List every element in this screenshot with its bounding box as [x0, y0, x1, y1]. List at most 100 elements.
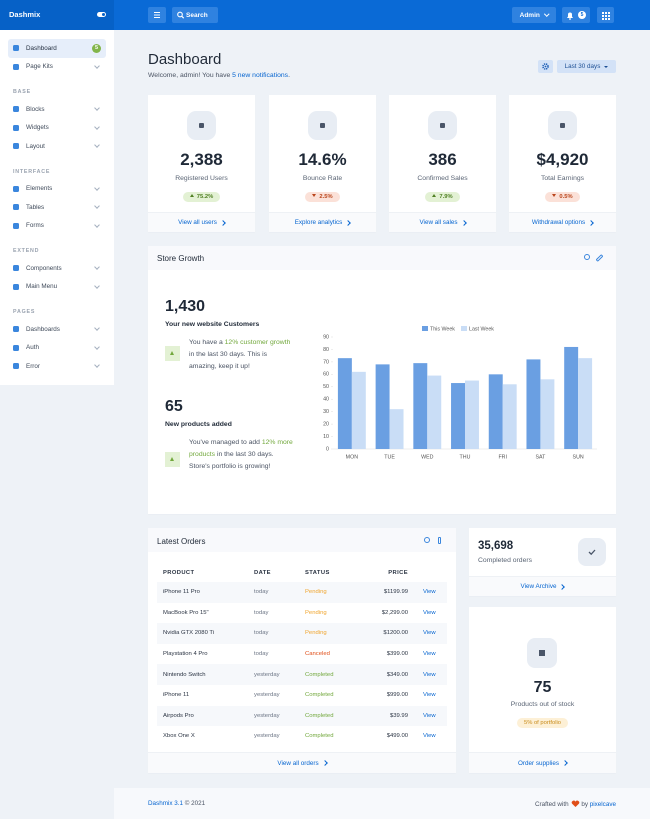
price: $349.00	[360, 664, 408, 685]
nav-item[interactable]: Layout	[8, 137, 106, 156]
footer-right: Crafted with by pixelcave	[535, 800, 616, 808]
sidebar: Dashboard 5 Page Kits BASE Blocks Widgets Layo…	[0, 30, 114, 385]
nav-item[interactable]: Dashboard 5	[8, 39, 106, 58]
settings-button[interactable]	[438, 537, 441, 544]
arrow-icon	[345, 219, 352, 226]
chevron	[94, 62, 100, 69]
status: Completed	[305, 664, 360, 685]
nav-icon	[13, 143, 19, 150]
author-link[interactable]: pixelcave	[589, 800, 616, 808]
menu-button[interactable]	[148, 7, 166, 23]
bar	[465, 380, 479, 449]
footer-link[interactable]: View all orders	[277, 759, 319, 767]
order-row: Nvidia GTX 2080 Ti today Pending $1200.00 Vi…	[157, 623, 447, 644]
welcome: Welcome, admin! You have 5 new notificat…	[148, 72, 290, 79]
nav-label: Dashboard	[26, 44, 57, 52]
order-row: Airpods Pro yesterday Completed $39.99 View	[157, 705, 447, 727]
nav-section-title: EXTEND	[13, 248, 40, 254]
view-link[interactable]: View	[423, 651, 436, 658]
nav-item[interactable]: Auth	[8, 339, 106, 358]
notifications-button[interactable]: 5	[562, 7, 590, 23]
view-link[interactable]: View	[423, 671, 436, 678]
theme-toggle[interactable]	[97, 12, 106, 17]
nav-item[interactable]: Widgets	[8, 119, 106, 138]
orders-table: PRODUCT DATE STATUS PRICE iPhone 11 Pro today…	[157, 564, 447, 747]
stat-change: 0.5%	[545, 192, 580, 202]
footer-link[interactable]: Explore analytics	[294, 219, 343, 226]
status: Pending	[305, 623, 360, 644]
product-link[interactable]: Dashmix 3.1	[148, 800, 183, 807]
product: iPhone 11 Pro	[157, 582, 254, 603]
footer-link[interactable]: View all sales	[419, 219, 458, 226]
view-link[interactable]: View	[423, 630, 436, 637]
refresh-button[interactable]	[584, 254, 590, 260]
price: $999.00	[386, 692, 408, 699]
stat-label: Bounce Rate	[302, 175, 343, 182]
notification-badge: 5	[578, 11, 586, 19]
card-footer: View Archive	[469, 576, 616, 596]
stock-badge: 5% of portfolio	[516, 718, 569, 728]
welcome-text: Welcome, admin! You have	[148, 72, 233, 79]
footer-link[interactable]: View all users	[178, 219, 217, 226]
nav-item[interactable]: Tables	[8, 198, 106, 217]
trend-icon	[189, 194, 194, 197]
product: Nvidia GTX 2080 Ti	[157, 623, 254, 644]
refresh-button[interactable]	[424, 537, 430, 543]
dropdown-caret	[544, 11, 550, 17]
nav-item[interactable]: Blocks	[8, 100, 106, 119]
nav-item[interactable]: Main Menu	[8, 278, 106, 297]
settings-button[interactable]	[538, 60, 553, 73]
search-button[interactable]: Search	[172, 7, 218, 23]
nav-icon	[13, 363, 19, 370]
legend-swatch	[422, 326, 428, 331]
trend-icon	[432, 194, 437, 197]
trend-icon	[552, 194, 557, 197]
nav-label: Forms	[26, 222, 44, 230]
date: today	[254, 582, 305, 603]
status: Pending	[305, 609, 327, 616]
orders-card: Latest Orders View all orders PRODUCT DAT…	[148, 528, 456, 773]
nav-item[interactable]: Elements	[8, 180, 106, 199]
nav-item[interactable]: Dashboards	[8, 320, 106, 339]
stock-badge-wrap: 5% of portfolio	[469, 718, 616, 728]
footer: Dashmix 3.1 © 2021 Crafted with by pixel…	[114, 788, 650, 819]
stat-value: 386	[428, 150, 457, 169]
y-tick-label: 10	[323, 434, 329, 440]
nav-item[interactable]: Forms	[8, 217, 106, 236]
header-row: PRODUCT DATE STATUS PRICE	[157, 564, 447, 582]
chevron	[94, 184, 100, 191]
nav-badge: 5	[92, 43, 101, 53]
legend-label: Last Week	[469, 326, 494, 332]
stat-glyph	[560, 123, 565, 128]
view-link[interactable]: View	[423, 589, 436, 596]
nav-label: Blocks	[26, 105, 45, 113]
nav-item[interactable]: Page Kits	[8, 58, 106, 77]
y-tick-label: 60	[323, 372, 329, 378]
range-button[interactable]: Last 30 days	[557, 60, 616, 73]
view-link[interactable]: View	[423, 733, 436, 740]
y-tick-label: 80	[323, 347, 329, 353]
view-link[interactable]: View	[423, 712, 436, 719]
check-icon	[578, 538, 606, 566]
nav-item[interactable]: Error	[8, 357, 106, 376]
stat-label: Total Earnings	[540, 175, 585, 182]
nav-label: Tables	[26, 203, 45, 211]
chevron	[94, 264, 100, 271]
nav-icon	[13, 283, 19, 290]
apps-button[interactable]	[597, 7, 614, 23]
footer-link[interactable]: Withdrawal options	[531, 219, 586, 226]
x-tick-label: MON	[346, 454, 359, 460]
footer-link[interactable]: Order supplies	[518, 759, 559, 767]
view-link[interactable]: View	[423, 609, 436, 616]
nav-item[interactable]: Components	[8, 259, 106, 278]
card-footer: Order supplies	[469, 752, 616, 773]
highlight-label: New products added	[165, 421, 232, 428]
stat-label: Confirmed Sales	[417, 175, 468, 182]
bar	[578, 358, 593, 449]
footer-link[interactable]: View Archive	[520, 583, 557, 590]
card-title: Store Growth	[157, 254, 205, 263]
notifications-link[interactable]: 5 new notifications	[232, 72, 289, 79]
view-link[interactable]: View	[423, 692, 436, 699]
user-button[interactable]: Admin	[512, 7, 556, 23]
brand[interactable]: Dashmix	[9, 10, 41, 19]
